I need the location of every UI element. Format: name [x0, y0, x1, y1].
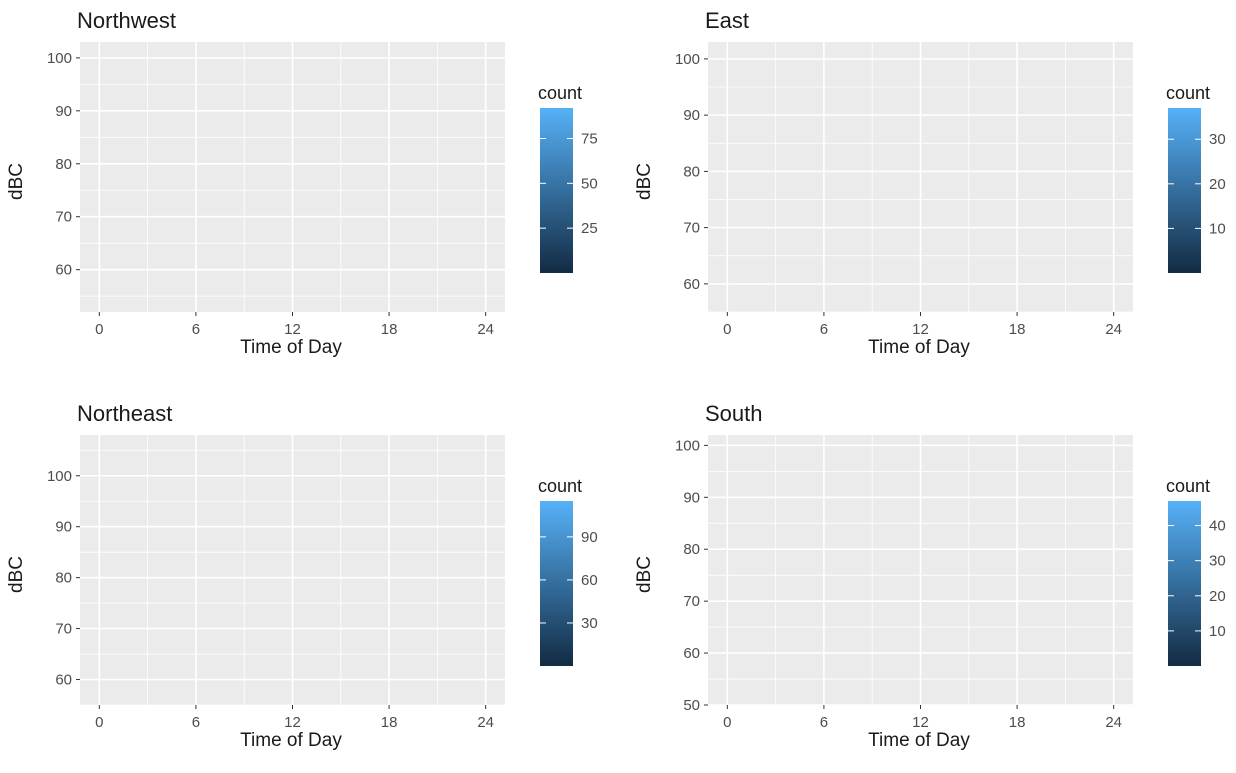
y-tick-label: 100: [47, 468, 72, 485]
x-tick-label: 6: [820, 714, 828, 731]
x-tick-label: 24: [1105, 321, 1122, 338]
y-tick-label: 80: [683, 163, 700, 180]
y-tick-label: 90: [683, 107, 700, 124]
legend-tick-label: 30: [581, 615, 598, 632]
chart-plot: 0 6 12 18 24 60 70 80 90 100 30 60 90: [47, 435, 598, 731]
legend-title: count: [1166, 83, 1211, 103]
y-tick-label: 100: [675, 437, 700, 454]
x-tick-label: 6: [192, 714, 200, 731]
legend-tick-label: 10: [1209, 623, 1226, 640]
y-axis-label: dBC: [6, 163, 27, 200]
legend-tick-label: 25: [581, 220, 598, 237]
y-tick-label: 80: [55, 156, 72, 173]
x-tick-label: 6: [192, 321, 200, 338]
gridlines: [708, 435, 1133, 706]
y-tick-label: 70: [683, 220, 700, 237]
legend-tick-label: 20: [1209, 588, 1226, 605]
chart-title: Northeast: [77, 401, 173, 426]
legend-tick-label: 30: [1209, 131, 1226, 148]
y-axis-label: dBC: [634, 163, 655, 200]
x-tick-label: 12: [284, 321, 301, 338]
y-tick-label: 80: [683, 541, 700, 558]
chart-panel-east: East 0 6 12 18 24 60 70 80 90 100 10 20 30 Time of D…: [628, 0, 1236, 380]
y-tick-label: 70: [55, 209, 72, 226]
legend-tick-label: 90: [581, 529, 598, 546]
legend-colorbar: [540, 108, 573, 273]
y-tick-label: 70: [683, 593, 700, 610]
x-tick-label: 18: [1009, 321, 1026, 338]
legend-colorbar: [540, 501, 573, 666]
x-axis-label: Time of Day: [868, 337, 970, 358]
x-tick-label: 0: [723, 714, 731, 731]
y-tick-label: 60: [683, 645, 700, 662]
chart-panel-south: South 0 6 12 18 24 50 60 70 80 90 100 10 20 30 40 Time…: [628, 393, 1236, 773]
chart-panel-northeast: Northeast 0 6 12 18 24 60 70 80 90 100 30 60 90 Time…: [0, 393, 618, 773]
x-tick-label: 0: [723, 321, 731, 338]
gridlines: [80, 435, 505, 706]
chart-title: Northwest: [77, 8, 177, 33]
chart-plot: 0 6 12 18 24 60 70 80 90 100 25 50 75: [47, 42, 598, 338]
x-tick-label: 12: [912, 714, 929, 731]
x-tick-label: 18: [381, 714, 398, 731]
y-tick-label: 90: [683, 489, 700, 506]
legend-colorbar: [1168, 108, 1201, 273]
chart-plot: 0 6 12 18 24 50 60 70 80 90 100 10 20 30 40: [675, 435, 1226, 731]
legend-tick-label: 50: [581, 175, 598, 192]
chart-plot: 0 6 12 18 24 60 70 80 90 100 10 20 30: [675, 42, 1226, 338]
legend-tick-label: 20: [1209, 176, 1226, 193]
legend-tick-label: 60: [581, 572, 598, 589]
x-tick-label: 0: [95, 321, 103, 338]
x-axis-label: Time of Day: [868, 730, 970, 751]
x-tick-label: 24: [1105, 714, 1122, 731]
legend-tick-label: 40: [1209, 518, 1226, 535]
y-tick-label: 60: [683, 276, 700, 293]
legend-tick-label: 10: [1209, 220, 1226, 237]
legend-title: count: [538, 83, 583, 103]
x-tick-label: 18: [381, 321, 398, 338]
y-tick-label: 60: [55, 672, 72, 689]
gridlines: [708, 42, 1133, 313]
x-tick-label: 12: [284, 714, 301, 731]
gridlines: [80, 42, 505, 312]
y-tick-label: 60: [55, 262, 72, 279]
y-tick-label: 90: [55, 519, 72, 536]
y-axis-label: dBC: [634, 556, 655, 593]
y-tick-label: 50: [683, 697, 700, 714]
x-tick-label: 18: [1009, 714, 1026, 731]
y-axis-label: dBC: [6, 556, 27, 593]
chart-title: South: [705, 401, 763, 426]
legend-colorbar: [1168, 501, 1201, 666]
legend-title: count: [538, 476, 583, 496]
y-tick-label: 70: [55, 621, 72, 638]
x-tick-label: 6: [820, 321, 828, 338]
x-tick-label: 0: [95, 714, 103, 731]
legend-tick-label: 75: [581, 130, 598, 147]
chart-panel-northwest: Northwest 0 6 12 18 24 60 70 80 90 100 25 50 75 Time…: [0, 0, 618, 380]
x-axis-label: Time of Day: [240, 337, 342, 358]
y-tick-label: 90: [55, 103, 72, 120]
x-axis-label: Time of Day: [240, 730, 342, 751]
y-tick-label: 80: [55, 570, 72, 587]
x-tick-label: 24: [477, 714, 494, 731]
legend-title: count: [1166, 476, 1211, 496]
legend-tick-label: 30: [1209, 553, 1226, 570]
x-tick-label: 12: [912, 321, 929, 338]
chart-title: East: [705, 8, 750, 33]
y-tick-label: 100: [675, 51, 700, 68]
x-tick-label: 24: [477, 321, 494, 338]
y-tick-label: 100: [47, 50, 72, 67]
